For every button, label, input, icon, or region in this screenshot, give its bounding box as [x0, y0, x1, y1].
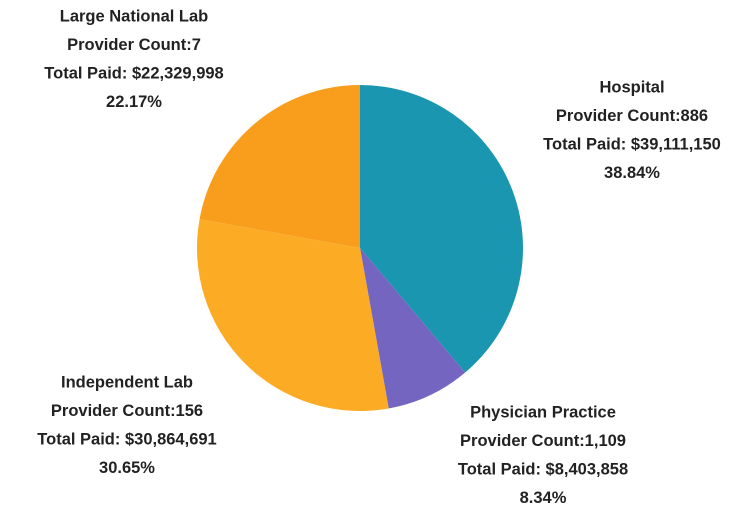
pie-slice: [360, 85, 523, 373]
slice-label: Provider Count:7: [67, 36, 201, 54]
slice-label: Physician Practice: [470, 403, 616, 421]
slice-label: 38.84%: [604, 164, 660, 182]
slice-label: Total Paid: $39,111,150: [543, 135, 721, 153]
slice-label: Total Paid: $30,864,691: [37, 430, 216, 448]
slice-label: Provider Count:156: [51, 402, 203, 420]
slice-label: 30.65%: [99, 459, 155, 477]
slice-label: Independent Lab: [61, 373, 193, 391]
slice-label: 22.17%: [106, 93, 162, 111]
slice-label: Provider Count:886: [556, 107, 708, 125]
pie-slice: [360, 248, 466, 409]
pie-slice: [196, 219, 389, 411]
slice-label: Total Paid: $8,403,858: [458, 460, 628, 478]
slice-label: 8.34%: [520, 489, 567, 507]
slice-label: Total Paid: $22,329,998: [44, 64, 223, 82]
slice-label: Hospital: [599, 78, 664, 96]
slice-label: Provider Count:1,109: [460, 432, 626, 450]
slice-label: Large National Lab: [60, 7, 209, 25]
pie-slice: [199, 85, 360, 248]
